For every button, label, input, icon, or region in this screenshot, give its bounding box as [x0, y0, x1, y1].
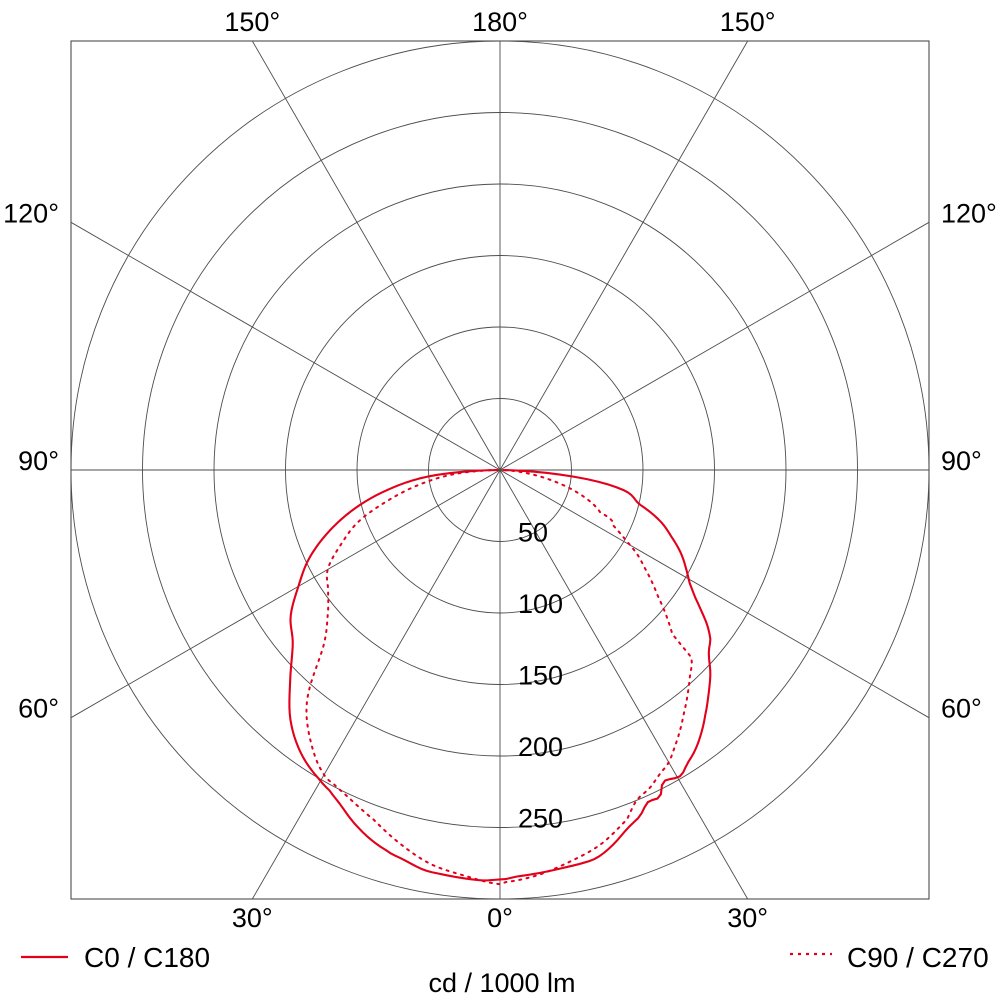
svg-text:60°: 60° — [18, 694, 59, 724]
svg-text:200: 200 — [518, 732, 563, 762]
svg-text:120°: 120° — [3, 198, 59, 228]
svg-text:30°: 30° — [232, 903, 273, 933]
svg-text:100: 100 — [518, 589, 563, 619]
svg-text:90°: 90° — [18, 446, 59, 476]
svg-text:60°: 60° — [941, 694, 982, 724]
svg-text:120°: 120° — [941, 198, 997, 228]
svg-text:30°: 30° — [727, 903, 768, 933]
svg-text:150°: 150° — [720, 7, 776, 37]
svg-text:C90 / C270: C90 / C270 — [847, 942, 989, 973]
svg-text:cd / 1000 lm: cd / 1000 lm — [428, 968, 575, 998]
svg-text:180°: 180° — [472, 7, 528, 37]
svg-text:90°: 90° — [941, 446, 982, 476]
svg-text:150°: 150° — [224, 7, 280, 37]
svg-text:150: 150 — [518, 661, 563, 691]
svg-text:C0 / C180: C0 / C180 — [84, 942, 210, 973]
svg-text:0°: 0° — [487, 903, 513, 933]
svg-text:50: 50 — [518, 518, 548, 548]
svg-text:250: 250 — [518, 804, 563, 834]
